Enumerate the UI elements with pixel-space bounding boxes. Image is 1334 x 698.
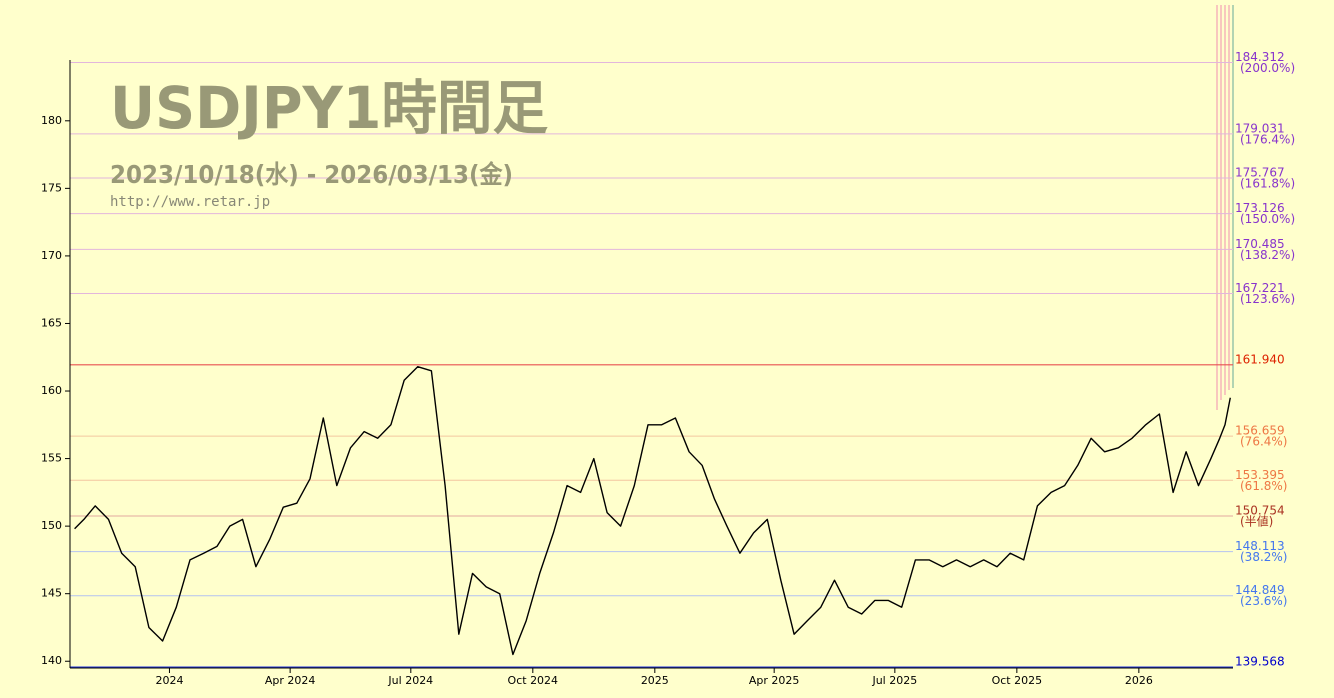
x-tick-label: Jul 2024 <box>387 674 433 687</box>
level-value: 170.485 <box>1235 237 1285 251</box>
level-ratio: (161.8%) <box>1240 176 1295 190</box>
labels: 140 145 150 155 160 165 170 175 180 2024 Apr 2024 J… <box>41 50 1295 687</box>
level-value: 175.767 <box>1235 165 1285 179</box>
level-ratio: (150.0%) <box>1240 212 1295 226</box>
level-value: 184.312 <box>1235 50 1285 64</box>
level-ratio: (200.0%) <box>1240 61 1295 75</box>
y-tick-label: 175 <box>41 181 62 194</box>
level-ratio: (76.4%) <box>1240 435 1287 449</box>
level-value: 139.568 <box>1235 655 1285 669</box>
level-ratio: (176.4%) <box>1240 132 1295 146</box>
y-tick-label: 170 <box>41 249 62 262</box>
x-tick-label: Oct 2024 <box>508 674 559 687</box>
x-tick-label: Oct 2025 <box>992 674 1043 687</box>
level-value: 173.126 <box>1235 201 1285 215</box>
level-ratio: (61.8%) <box>1240 479 1287 493</box>
level-value: 144.849 <box>1235 583 1285 597</box>
price-line <box>74 366 1231 656</box>
grid <box>70 62 1233 668</box>
level-value: 167.221 <box>1235 281 1285 295</box>
y-tick-label: 150 <box>41 519 62 532</box>
level-value: 153.395 <box>1235 468 1285 482</box>
level-value: 150.754 <box>1235 503 1285 517</box>
plot <box>74 366 1231 656</box>
level-ratio: (38.2%) <box>1240 550 1287 564</box>
level-value: 156.659 <box>1235 424 1285 438</box>
source-url: http://www.retar.jp <box>110 194 270 210</box>
level-value: 161.940 <box>1235 352 1285 366</box>
y-tick-label: 140 <box>41 654 62 667</box>
y-tick-label: 160 <box>41 384 62 397</box>
x-tick-label: Apr 2025 <box>749 674 800 687</box>
level-ratio: (半値) <box>1240 513 1273 528</box>
level-ratio: (23.6%) <box>1240 594 1287 608</box>
x-tick-label: 2025 <box>641 674 669 687</box>
decor-lines <box>1216 5 1234 410</box>
y-tick-label: 165 <box>41 316 62 329</box>
y-tick-label: 180 <box>41 114 62 127</box>
level-value: 179.031 <box>1235 121 1285 135</box>
x-tick-label: 2024 <box>155 674 183 687</box>
level-value: 148.113 <box>1235 539 1285 553</box>
x-tick-label: 2026 <box>1125 674 1153 687</box>
chart-title: USDJPY1時間足 <box>110 74 548 142</box>
level-ratio: (138.2%) <box>1240 248 1295 262</box>
x-tick-label: Apr 2024 <box>265 674 316 687</box>
level-ratio: (123.6%) <box>1240 292 1295 306</box>
x-tick-label: Jul 2025 <box>871 674 917 687</box>
y-tick-label: 155 <box>41 452 62 465</box>
chart-subtitle: 2023/10/18(水) - 2026/03/13(金) <box>110 160 513 189</box>
y-tick-label: 145 <box>41 587 62 600</box>
